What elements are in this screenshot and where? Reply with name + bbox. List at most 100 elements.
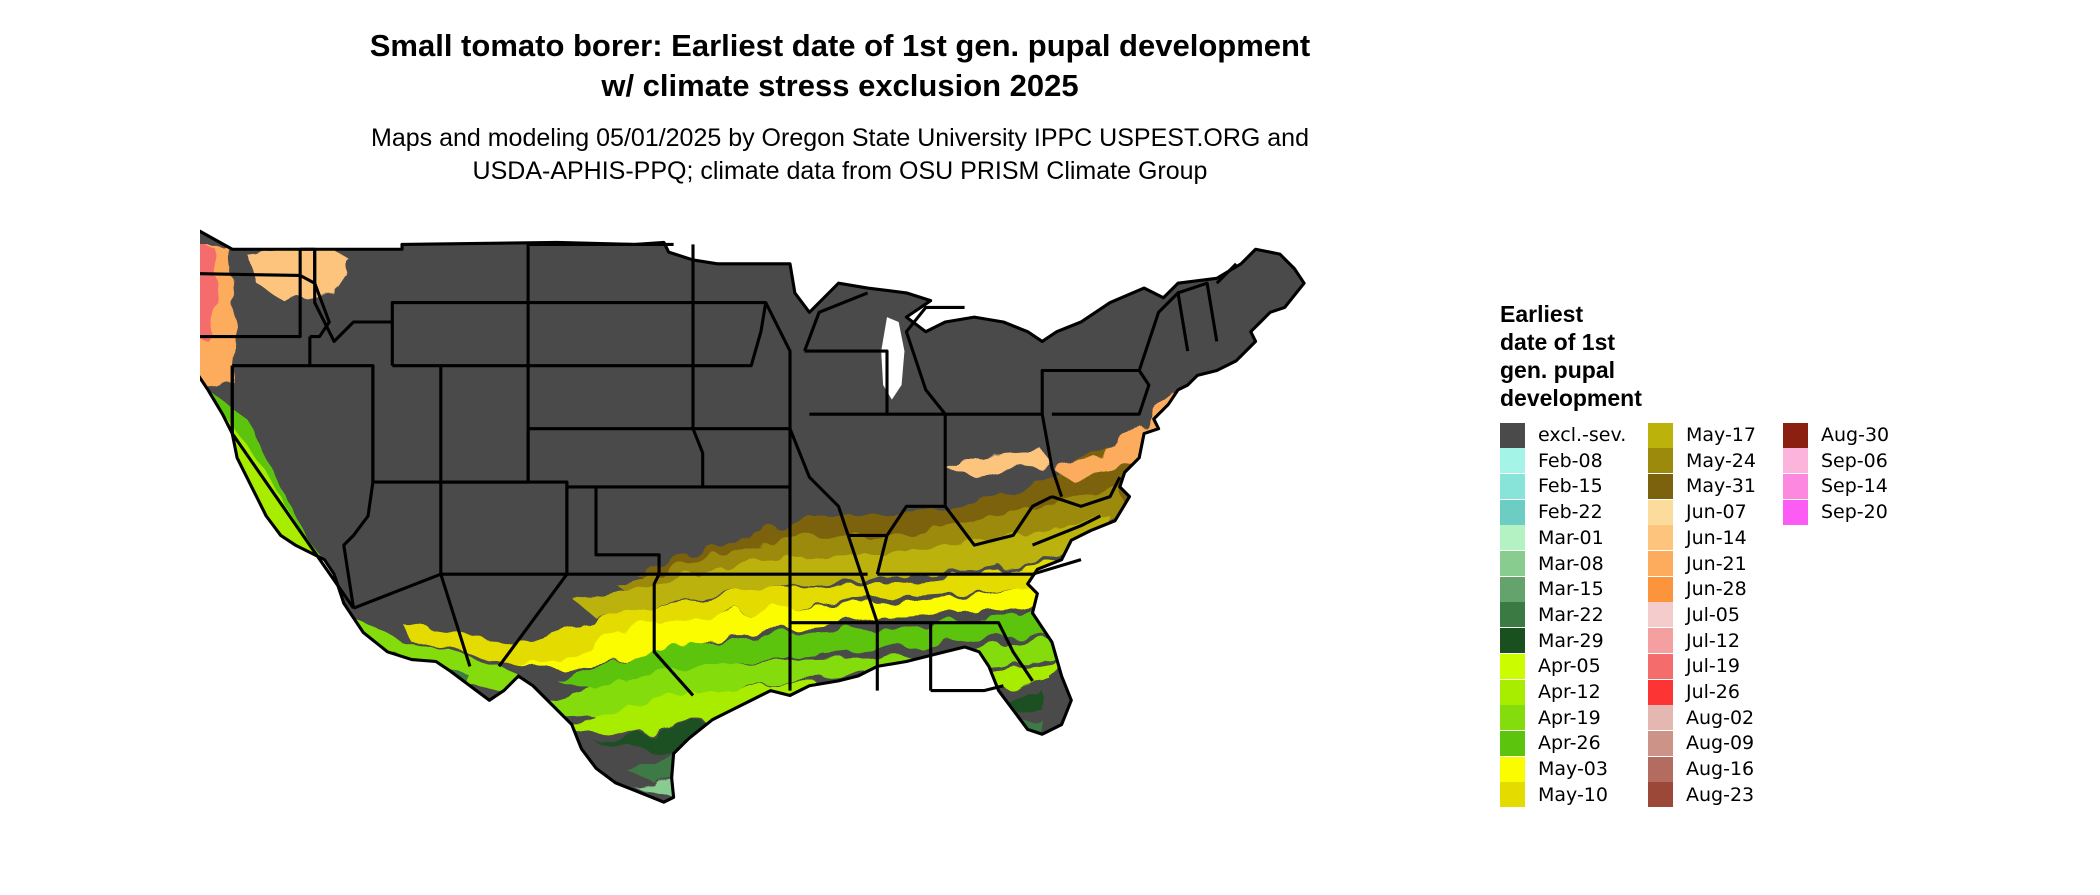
legend-swatch xyxy=(1783,448,1808,474)
legend-entry: Mar-15 xyxy=(1500,576,1604,602)
legend-swatch xyxy=(1500,422,1525,448)
legend-entry: Jun-14 xyxy=(1648,525,1747,551)
legend-label: Apr-12 xyxy=(1538,681,1601,703)
legend-swatch xyxy=(1648,782,1673,808)
legend-swatch xyxy=(1500,628,1525,654)
legend-label: Jun-21 xyxy=(1686,552,1747,575)
map-subtitle: Maps and modeling 05/01/2025 by Oregon S… xyxy=(220,122,1460,188)
legend-entry: Feb-22 xyxy=(1500,499,1603,525)
great-lakes-shore-orange xyxy=(945,450,1052,478)
legend-entry: Mar-22 xyxy=(1500,602,1604,628)
legend-label: Mar-15 xyxy=(1538,578,1604,601)
legend-swatch xyxy=(1500,576,1525,602)
legend-label: Aug-09 xyxy=(1686,732,1755,755)
legend-swatch xyxy=(1648,525,1673,551)
legend-swatch xyxy=(1500,602,1525,628)
legend-label: Mar-08 xyxy=(1538,552,1604,575)
legend-swatch xyxy=(1500,525,1525,551)
legend-label: Sep-20 xyxy=(1821,501,1888,524)
legend-swatch xyxy=(1648,602,1673,628)
band-mar-08 xyxy=(634,748,1033,798)
legend-entry: Aug-02 xyxy=(1648,705,1754,731)
legend-entry: May-31 xyxy=(1648,473,1756,499)
legend-title-line: date of 1st xyxy=(1500,329,1616,355)
legend-entry: Feb-08 xyxy=(1500,448,1603,474)
legend-entry: Aug-23 xyxy=(1648,782,1754,808)
legend-label: Apr-05 xyxy=(1538,655,1601,678)
legend-label: Apr-19 xyxy=(1538,706,1601,729)
legend-label: Jul-12 xyxy=(1686,629,1740,652)
legend-swatch xyxy=(1783,473,1808,499)
legend-swatch xyxy=(1500,551,1525,576)
legend-swatch xyxy=(1648,448,1673,474)
legend-entry: May-03 xyxy=(1500,756,1608,782)
legend-title-line: gen. pupal xyxy=(1500,357,1615,383)
legend-label: Sep-06 xyxy=(1821,449,1888,472)
us-land-excluded-area xyxy=(200,225,1305,803)
legend-label: May-03 xyxy=(1538,758,1608,781)
legend-label: Jun-14 xyxy=(1686,526,1747,549)
state-borders xyxy=(200,223,1306,804)
legend-entry: excl.-sev. xyxy=(1500,422,1626,448)
legend: Earliest date of 1st gen. pupal developm… xyxy=(1500,300,1889,808)
legend-entry: Apr-12 xyxy=(1500,679,1601,705)
legend-entry: Sep-14 xyxy=(1783,473,1888,499)
legend-title: Earliest date of 1st gen. pupal developm… xyxy=(1500,300,1700,412)
legend-swatch xyxy=(1500,499,1525,525)
legend-entry: Jun-28 xyxy=(1648,576,1747,602)
southwest-yellow-edge xyxy=(402,622,616,667)
legend-entry: Jul-19 xyxy=(1648,653,1740,679)
legend-label: May-24 xyxy=(1686,449,1756,472)
legend-title-line: Earliest xyxy=(1500,301,1584,327)
map-subtitle-line-1: Maps and modeling 05/01/2025 by Oregon S… xyxy=(371,124,1309,152)
legend-swatch xyxy=(1500,782,1525,808)
legend-entry: Jun-21 xyxy=(1648,551,1747,577)
legend-swatch xyxy=(1500,473,1525,499)
legend-entry: Jul-12 xyxy=(1648,628,1740,654)
legend-entry: Apr-19 xyxy=(1500,705,1601,731)
legend-entry: May-24 xyxy=(1648,448,1756,474)
legend-entry: Feb-15 xyxy=(1500,473,1603,499)
legend-entry: Mar-01 xyxy=(1500,525,1604,551)
legend-label: Jun-28 xyxy=(1686,578,1747,601)
legend-label: Feb-22 xyxy=(1538,501,1603,524)
map-title-line-1: Small tomato borer: Earliest date of 1st… xyxy=(369,28,1311,63)
legend-entry: Mar-29 xyxy=(1500,628,1604,654)
legend-swatch xyxy=(1648,730,1673,756)
map-title-line-2: w/ climate stress exclusion 2025 xyxy=(601,68,1079,103)
legend-label: Aug-30 xyxy=(1821,424,1890,446)
legend-swatch xyxy=(1783,422,1808,448)
legend-swatch xyxy=(1648,422,1673,448)
map-title: Small tomato borer: Earliest date of 1st… xyxy=(220,26,1460,106)
legend-entry: Jul-26 xyxy=(1648,679,1740,705)
legend-entry: Sep-20 xyxy=(1783,499,1888,525)
legend-label: Jul-26 xyxy=(1686,681,1740,703)
legend-label: May-17 xyxy=(1686,424,1756,446)
legend-label: Jul-05 xyxy=(1686,603,1740,626)
arizona-green-region xyxy=(343,613,529,691)
legend-entry: Aug-30 xyxy=(1783,422,1889,448)
band-feb-15 xyxy=(998,763,1062,803)
legend-title-line: development xyxy=(1500,385,1642,411)
legend-label: Sep-14 xyxy=(1821,475,1888,498)
legend-label: Jul-19 xyxy=(1686,655,1740,678)
legend-swatch xyxy=(1783,499,1808,525)
legend-label: Jun-07 xyxy=(1686,501,1747,524)
legend-entry: May-10 xyxy=(1500,782,1608,808)
legend-label: Aug-23 xyxy=(1686,783,1755,806)
legend-entry: Apr-05 xyxy=(1500,653,1601,679)
legend-label: Mar-29 xyxy=(1538,629,1604,652)
legend-swatch xyxy=(1500,653,1525,679)
legend-swatch xyxy=(1500,679,1525,705)
legend-swatch xyxy=(1648,576,1673,602)
legend-swatch xyxy=(1648,756,1673,782)
legend-swatch xyxy=(1500,705,1525,731)
legend-entry: Sep-06 xyxy=(1783,448,1888,474)
pacific-nw-pink-band xyxy=(200,244,218,342)
legend-label: May-10 xyxy=(1538,783,1608,806)
legend-swatch xyxy=(1500,448,1525,474)
legend-entry: Aug-16 xyxy=(1648,756,1754,782)
legend-swatch xyxy=(1648,628,1673,654)
legend-label: Feb-15 xyxy=(1538,475,1603,498)
legend-entry: Jul-05 xyxy=(1648,602,1740,628)
